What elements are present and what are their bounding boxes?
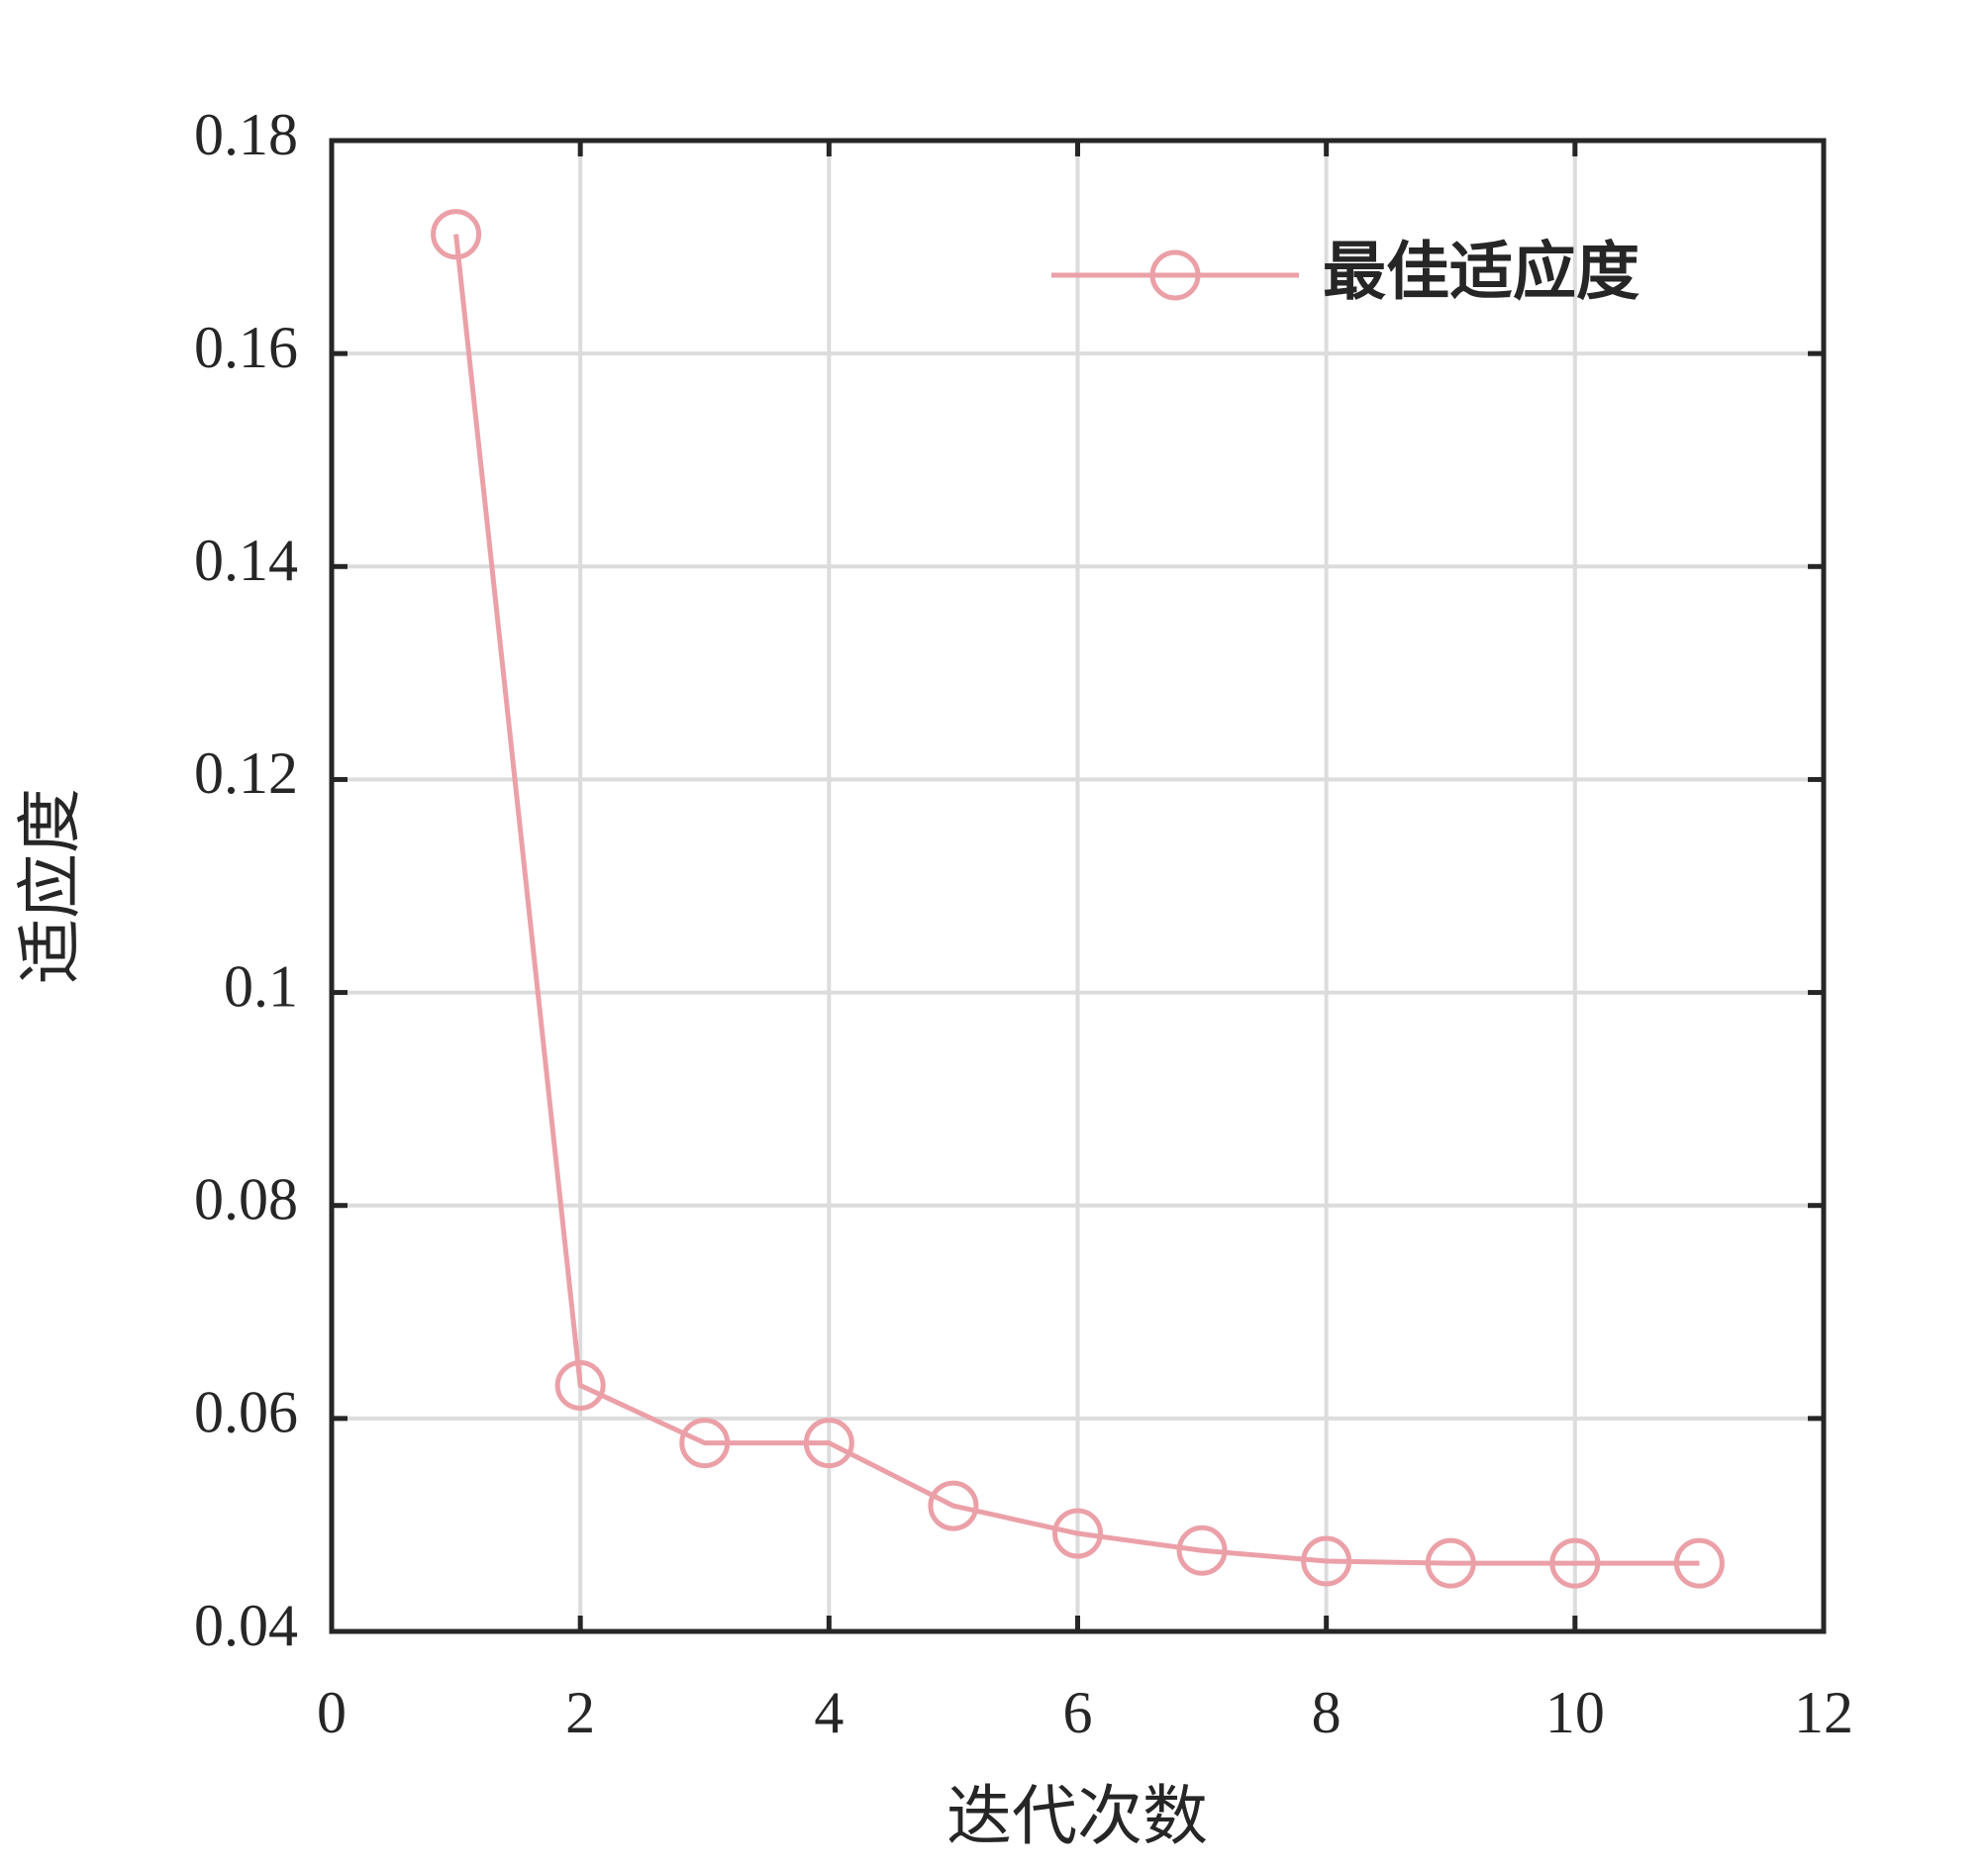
data-line (453, 234, 1700, 1566)
plot-frame (329, 138, 1827, 1634)
x-tick-label: 2 (565, 1680, 595, 1745)
x-tick-label: 0 (317, 1680, 347, 1745)
y-tick-label: 0.08 (194, 1166, 298, 1231)
data-point (1673, 1537, 1725, 1589)
data-point (1176, 1525, 1228, 1576)
y-tick-label: 0.1 (224, 953, 298, 1019)
data-point (803, 1418, 854, 1469)
data-point (431, 209, 482, 260)
y-tick-label: 0.14 (194, 528, 298, 593)
x-tick-label: 8 (1312, 1680, 1342, 1745)
data-point (928, 1480, 979, 1531)
legend-marker (1149, 249, 1201, 301)
x-axis-label: 迭代次数 (946, 1781, 1208, 1853)
y-tick-label: 0.06 (194, 1380, 298, 1445)
x-tick-label: 12 (1794, 1680, 1853, 1745)
data-point (1549, 1537, 1601, 1589)
y-tick-label: 0.04 (194, 1593, 298, 1658)
y-tick-label: 0.12 (194, 740, 298, 806)
data-point (1301, 1535, 1352, 1587)
x-tick-label: 4 (814, 1680, 844, 1745)
x-tick-label: 10 (1545, 1680, 1605, 1745)
data-point (679, 1418, 731, 1469)
data-point (1052, 1508, 1103, 1559)
data-point (554, 1360, 606, 1412)
y-tick-label: 0.18 (194, 102, 298, 167)
data-point (1425, 1537, 1476, 1589)
x-tick-label: 6 (1063, 1680, 1093, 1745)
y-tick-label: 0.16 (194, 315, 298, 380)
legend-label: 最佳适应度 (1323, 238, 1640, 308)
y-axis-label: 适应度 (15, 788, 87, 984)
